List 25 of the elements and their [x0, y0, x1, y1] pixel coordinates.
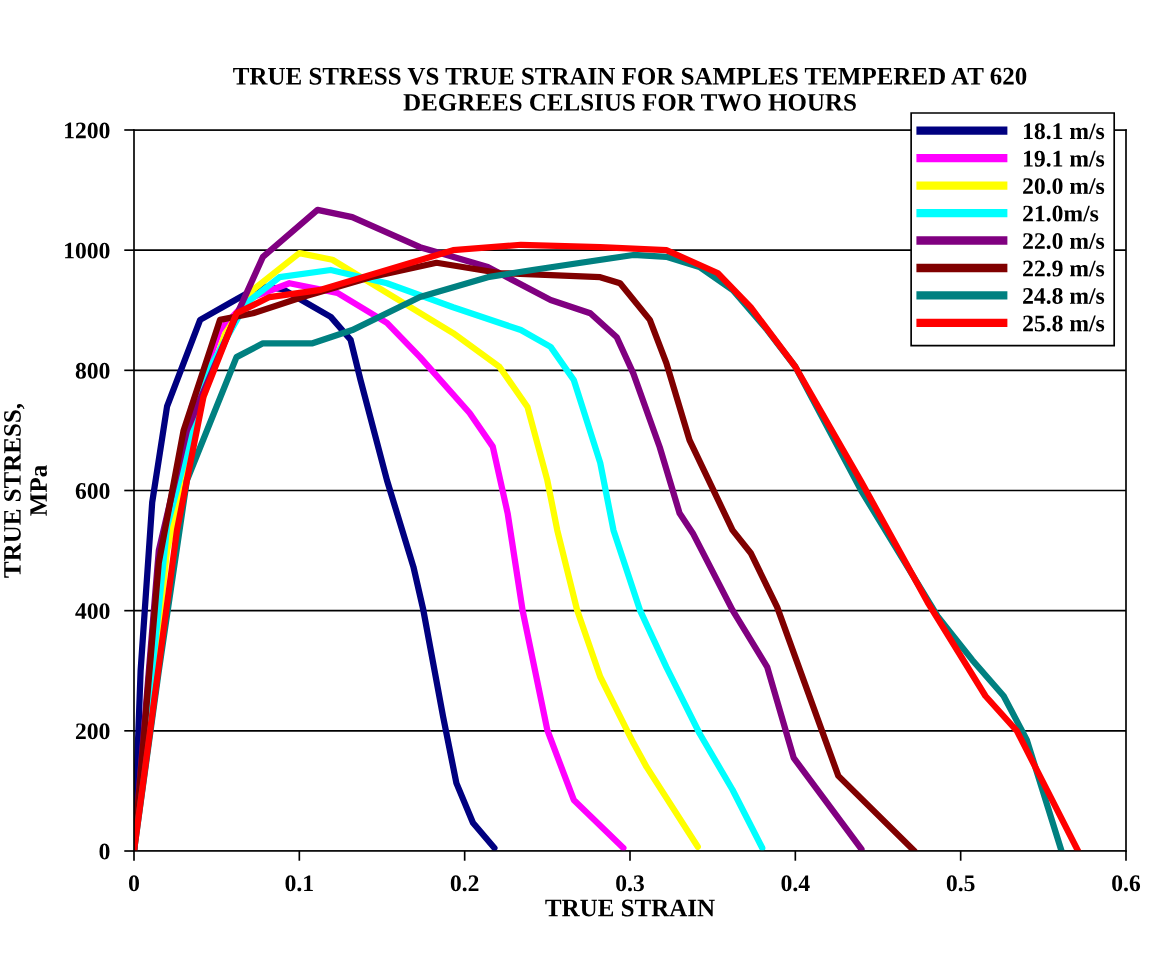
y-axis-title: TRUE STRESS, MPa — [4, 403, 47, 578]
chart-title: TRUE STRESS VS TRUE STRAIN FOR SAMPLES TEMPERED AT 620 DEGREES CELSIUS FOR TWO HOURS — [233, 67, 1027, 111]
legend-label: 21.0m/s — [1023, 205, 1099, 222]
legend-label: 24.8 m/s — [1023, 287, 1105, 305]
y-tick-label: 600 — [75, 482, 110, 499]
legend-label: 18.1 m/s — [1024, 123, 1105, 140]
x-tick-label: 0.6 — [1112, 875, 1141, 892]
legend-label: 19.1 m/s — [1024, 150, 1105, 167]
x-axis-title: TRUE STRAIN — [545, 899, 715, 917]
y-tick-label: 200 — [75, 723, 110, 740]
y-tick-label: 0 — [99, 843, 110, 860]
y-tick-label: 1000 — [65, 242, 110, 259]
legend-label: 22.0 m/s — [1023, 233, 1105, 250]
x-tick-label: 0.3 — [616, 875, 644, 892]
legend-label: 22.9 m/s — [1023, 260, 1105, 277]
x-tick-label: 0.5 — [946, 875, 975, 892]
legend-label: 20.0 m/s — [1023, 178, 1105, 195]
x-tick-label: 0.1 — [285, 875, 313, 892]
y-tick-label: 1200 — [65, 122, 110, 139]
x-tick-label: 0.2 — [450, 875, 479, 892]
y-tick-label: 800 — [75, 362, 110, 379]
y-tick-label: 400 — [75, 603, 110, 620]
x-tick-label: 0.4 — [781, 875, 810, 892]
x-tick-label: 0 — [129, 875, 139, 892]
legend-label: 25.8 m/s — [1023, 315, 1105, 332]
